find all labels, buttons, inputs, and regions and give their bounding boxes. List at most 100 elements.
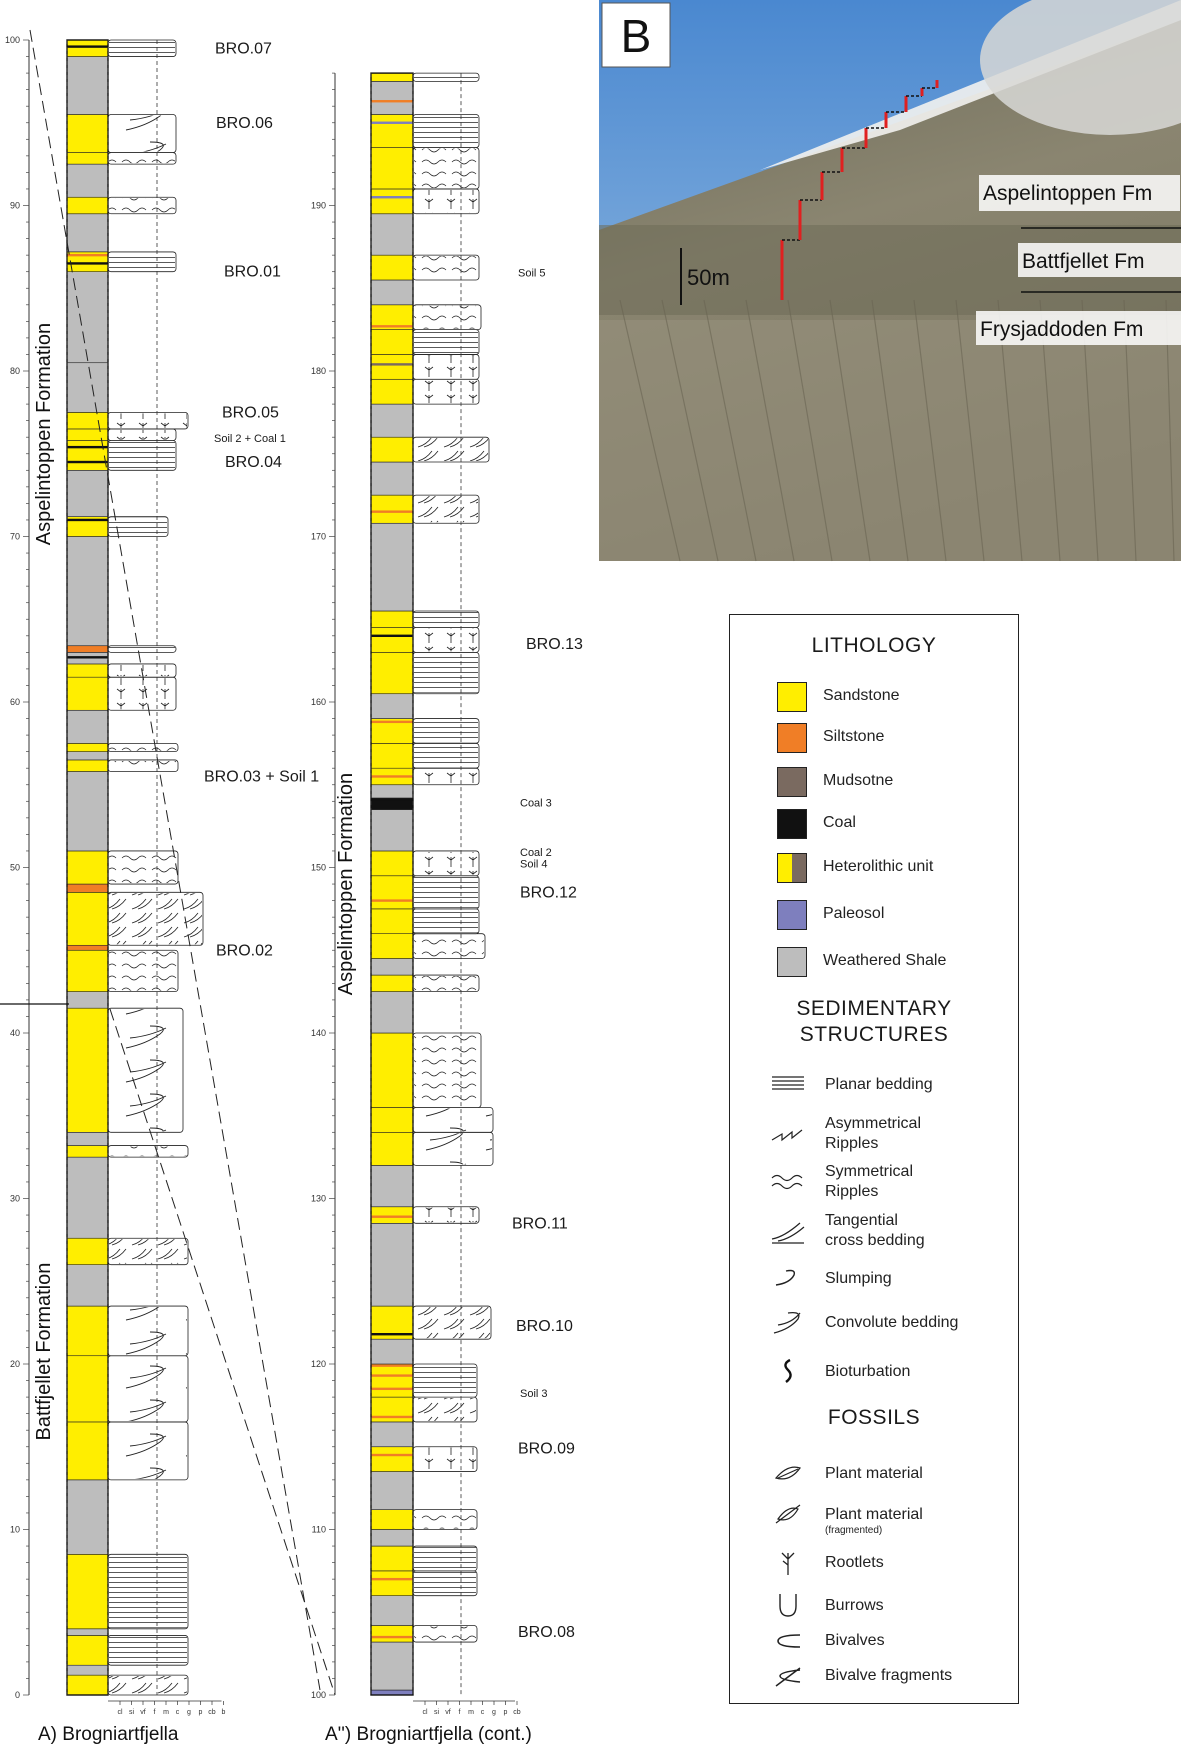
shale-bed — [66, 469, 109, 517]
sand-bed — [370, 1107, 414, 1133]
sample-label: Coal 3 — [520, 797, 552, 809]
structure-planar — [414, 1547, 476, 1570]
coal-layer — [371, 1333, 413, 1336]
mud-layer — [371, 363, 413, 366]
lithology-label: Paleosol — [823, 905, 885, 922]
silt-layer — [67, 253, 108, 257]
sample-label: BRO.06 — [216, 115, 273, 132]
grain-size-label: si — [129, 1709, 135, 1716]
structure-ripple — [109, 951, 177, 991]
sand-bed — [370, 1206, 414, 1224]
column-caption: A'') Brogniartfjella (cont.) — [325, 1724, 532, 1745]
shale-bed — [370, 1529, 414, 1547]
structure-roots — [109, 678, 175, 710]
axis-tick-label: 160 — [311, 697, 326, 707]
grain-size-label: cl — [422, 1709, 428, 1716]
sand-bed — [66, 1355, 109, 1423]
structure-roots — [414, 189, 478, 213]
sample-label: Soil 3 — [520, 1388, 548, 1400]
sample-label: BRO.12 — [520, 884, 577, 901]
shale-bed — [370, 213, 414, 256]
shale-bed — [370, 991, 414, 1034]
axis-tick-label: 20 — [10, 1359, 20, 1369]
lithology-label: Weathered Shale — [823, 952, 947, 969]
axis-tick-label: 140 — [311, 1028, 326, 1038]
structure-convolute — [109, 115, 175, 152]
sample-label: BRO.05 — [222, 404, 279, 421]
shale-bed — [66, 709, 109, 744]
structure-convolute — [414, 1108, 492, 1132]
legend-item-label: Bivalves — [825, 1631, 885, 1651]
column-outline — [370, 72, 414, 1696]
grain-size-label: f — [154, 1709, 156, 1716]
formation-tag: Aspelintoppen Fm — [983, 182, 1152, 205]
formation-tag-box — [976, 311, 1181, 345]
structure-roots — [414, 851, 478, 875]
legend: LITHOLOGY Sandstone Siltstone Mudsotne Coal… — [729, 614, 1019, 1704]
scree-slope — [599, 320, 1181, 561]
legend-item-label: Burrows — [825, 1596, 884, 1616]
legend-item-label: Plant material — [825, 1464, 923, 1484]
grain-size-label: cb — [208, 1709, 216, 1716]
legend-label-line: Burrows — [825, 1597, 884, 1614]
sand-bed — [66, 152, 109, 165]
silt-layer — [371, 100, 413, 103]
sand-bed — [66, 412, 109, 430]
legend-item: Plant material (fragmented) — [730, 1499, 1018, 1543]
sand-bed — [370, 1545, 414, 1572]
legend-label-line: Planar bedding — [825, 1076, 933, 1093]
legend-item-label: Slumping — [825, 1269, 892, 1289]
scale-label: 50m — [687, 265, 730, 290]
sand-bed — [66, 1305, 109, 1357]
structure-ripple — [109, 851, 177, 884]
sand-bed — [370, 72, 414, 82]
shale-bed — [66, 991, 109, 1009]
structure-planar — [414, 876, 478, 908]
structure-planar — [414, 719, 478, 743]
legend-label-line: Rootlets — [825, 1554, 884, 1571]
lithology-swatch — [777, 767, 807, 797]
legend-item-label: Bioturbation — [825, 1362, 910, 1382]
log-column-a-cont: 100 110 120 130 140 150 160 170 180 190 cl si vf f m c g… — [311, 72, 583, 1745]
structure-convolute — [109, 1307, 187, 1355]
shale-bed — [66, 213, 109, 253]
silt-layer — [371, 1577, 413, 1581]
grain-size-label: cl — [117, 1709, 123, 1716]
silt-layer — [371, 720, 413, 724]
grain-size-label: f — [459, 1709, 461, 1716]
shale-bed — [66, 536, 109, 647]
sand-bed — [370, 743, 414, 769]
shale-bed — [370, 958, 414, 976]
legend-item: Bivalve fragments — [730, 1660, 1018, 1704]
structure-ripple — [109, 153, 175, 164]
shale-bed — [370, 279, 414, 306]
structure-cross — [109, 1239, 187, 1264]
axis-tick-label: 100 — [311, 1690, 326, 1700]
bivalves-icon — [770, 1625, 806, 1655]
paleo-layer — [371, 121, 413, 124]
lithology-item: Heterolithic unit — [730, 853, 1018, 883]
structure-ripple — [109, 1146, 187, 1157]
coal-layer — [67, 445, 108, 449]
legend-item-label: Plant material (fragmented) — [825, 1505, 923, 1536]
legend-item-label: Tangential cross bedding — [825, 1211, 925, 1251]
structure-roots — [414, 628, 478, 652]
legend-label-sub: (fragmented) — [825, 1525, 883, 1536]
sample-label: Soil 4 — [520, 859, 548, 871]
grain-size-label: g — [187, 1709, 191, 1716]
axis-tick-label: 100 — [5, 35, 20, 45]
coal-layer — [371, 634, 413, 637]
shale-bed — [66, 362, 109, 413]
sample-label: BRO.02 — [216, 942, 273, 959]
legend-label-line: Ripples — [825, 1135, 879, 1152]
structure-ripple — [414, 1034, 480, 1107]
legend-label-line: Plant material — [825, 1506, 923, 1523]
shale-bed — [66, 1628, 109, 1636]
structure-cross — [414, 1398, 476, 1421]
cloud — [980, 0, 1181, 135]
legend-item: Burrows — [730, 1590, 1018, 1634]
sand-bed — [370, 652, 414, 695]
legend-item: Slumping — [730, 1263, 1018, 1307]
grain-size-label: c — [481, 1709, 485, 1716]
